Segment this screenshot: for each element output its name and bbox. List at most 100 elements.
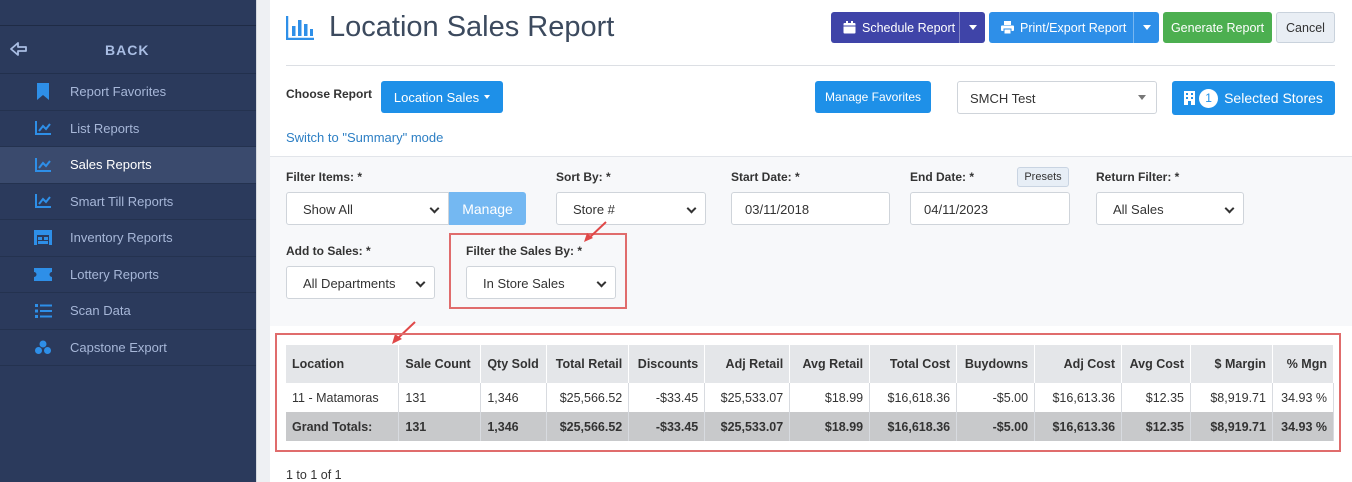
total-buydowns: -$5.00 [956,412,1036,441]
total-total-retail: $25,566.52 [546,412,630,441]
add-to-sales-select[interactable]: All Departments [286,266,435,299]
sidebar-item-report-favorites[interactable]: Report Favorites [0,74,256,111]
back-label: BACK [105,42,150,58]
annotation-arrow-icon [584,221,607,242]
ticket-icon [34,265,52,283]
print-dropdown-toggle[interactable] [1133,12,1159,43]
start-date-input[interactable]: 03/11/2018 [731,192,890,225]
chevron-down-icon [596,277,607,288]
col-header-qty-sold[interactable]: Qty Sold [480,345,548,383]
sidebar-item-lottery-reports[interactable]: Lottery Reports [0,257,256,293]
col-header-adj-cost[interactable]: Adj Cost [1034,345,1123,383]
chevron-down-icon [686,203,697,214]
printer-icon [1001,21,1014,34]
print-export-button[interactable]: Print/Export Report [989,12,1159,43]
manage-favorites-button[interactable]: Manage Favorites [815,81,931,113]
divider [286,65,1335,66]
switch-summary-mode-link[interactable]: Switch to "Summary" mode [286,130,444,145]
cell-total-cost: $16,618.36 [869,383,958,412]
filter-panel [270,156,1352,326]
bar-chart-icon [286,16,314,40]
col-header-avg-cost[interactable]: Avg Cost [1121,345,1191,383]
selected-stores-label: Selected Stores [1224,90,1323,106]
col-header-pct-margin[interactable]: % Mgn [1272,345,1335,383]
highlight-box-results [275,333,1341,452]
schedule-report-button[interactable]: Schedule Report [831,12,985,43]
filter-items-value: Show All [303,202,353,217]
list-icon [34,302,52,320]
cell-discounts: -$33.45 [628,383,706,412]
sidebar-item-scan-data[interactable]: Scan Data [0,293,256,330]
sort-by-select[interactable]: Store # [556,192,706,225]
col-header-discounts[interactable]: Discounts [628,345,706,383]
presets-button[interactable]: Presets [1017,167,1069,187]
total-discounts: -$33.45 [628,412,706,441]
sidebar: BACK Report Favorites List Reports Sales… [0,0,256,482]
chart-line-icon [34,192,52,210]
cell-sale-count: 131 [398,383,482,412]
building-icon [1184,91,1196,105]
sidebar-item-smart-till-reports[interactable]: Smart Till Reports [0,184,256,220]
sidebar-item-label: List Reports [70,120,140,136]
sidebar-item-capstone-export[interactable]: Capstone Export [0,330,256,366]
sidebar-item-list-reports[interactable]: List Reports [0,111,256,147]
col-header-margin[interactable]: $ Margin [1190,345,1273,383]
col-header-total-retail[interactable]: Total Retail [546,345,630,383]
chart-line-icon [34,156,52,174]
sidebar-item-label: Report Favorites [70,84,167,100]
chevron-down-icon [429,203,440,214]
schedule-dropdown-toggle[interactable] [959,12,985,43]
col-header-adj-retail[interactable]: Adj Retail [704,345,791,383]
end-date-label: End Date: * [910,170,975,184]
cell-buydowns: -$5.00 [956,383,1036,412]
col-header-location[interactable]: Location [286,345,400,383]
cell-pct-margin: 34.93 % [1272,383,1335,412]
chevron-down-icon [968,25,977,30]
total-total-cost: $16,618.36 [869,412,958,441]
total-adj-retail: $25,533.07 [704,412,791,441]
filter-sales-by-select[interactable]: In Store Sales [466,266,616,299]
back-button[interactable]: BACK [0,26,256,74]
boxes-icon [34,338,52,356]
cell-adj-retail: $25,533.07 [704,383,791,412]
table-row: 11 - Matamoras 131 1,346 $25,566.52 -$33… [286,383,1335,412]
selected-stores-button[interactable]: 1 Selected Stores [1172,81,1335,115]
results-table: Location Sale Count Qty Sold Total Retai… [286,345,1335,441]
end-date-input[interactable]: 04/11/2023 [910,192,1070,225]
chevron-down-icon [1142,25,1151,30]
main-content: Location Sales Report Schedule Report Pr… [270,0,1352,482]
col-header-sale-count[interactable]: Sale Count [398,345,482,383]
pagination-info: 1 to 1 of 1 [286,468,342,482]
total-margin: $8,919.71 [1190,412,1273,441]
chevron-down-icon [415,277,426,288]
chevron-down-icon [1224,203,1235,214]
sidebar-item-sales-reports[interactable]: Sales Reports [0,147,256,184]
filter-sales-by-label: Filter the Sales By: * [466,244,583,258]
warehouse-icon [34,229,52,247]
col-header-avg-retail[interactable]: Avg Retail [789,345,871,383]
col-header-total-cost[interactable]: Total Cost [869,345,958,383]
filter-items-select[interactable]: Show All [286,192,449,225]
sidebar-item-inventory-reports[interactable]: Inventory Reports [0,220,256,257]
choose-report-label: Choose Report [286,87,373,101]
table-header-row: Location Sale Count Qty Sold Total Retai… [286,345,1335,383]
store-select[interactable]: SMCH Test [957,81,1157,114]
sidebar-item-label: Capstone Export [70,339,167,355]
print-export-label: Print/Export Report [1020,20,1127,35]
sales-table: Location Sale Count Qty Sold Total Retai… [286,345,1335,441]
sidebar-item-label: Scan Data [70,303,131,319]
cancel-button[interactable]: Cancel [1276,12,1335,43]
manage-button[interactable]: Manage [449,192,526,225]
sidebar-item-label: Lottery Reports [70,266,159,282]
filter-items-label: Filter Items: * [286,170,363,184]
sidebar-item-label: Inventory Reports [70,230,173,246]
choose-report-dropdown[interactable]: Location Sales [381,81,503,113]
annotation-arrow-icon [392,321,416,344]
sort-by-value: Store # [573,202,615,217]
col-header-buydowns[interactable]: Buydowns [956,345,1036,383]
cell-adj-cost: $16,613.36 [1034,383,1123,412]
return-filter-select[interactable]: All Sales [1096,192,1244,225]
page-title: Location Sales Report [329,11,615,43]
generate-report-button[interactable]: Generate Report [1163,12,1272,43]
highlight-box-filter-sales [449,233,627,309]
